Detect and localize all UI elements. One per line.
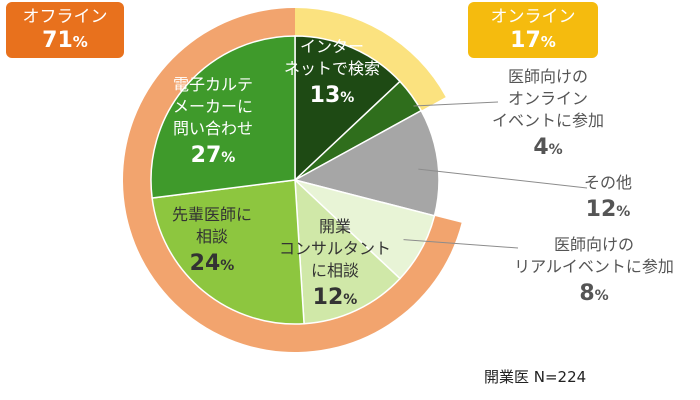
slice-value-6: 27%	[191, 143, 236, 168]
slice-label-6-line-2: 問い合わせ	[173, 119, 253, 138]
slice-label-3-line-0: 医師向けの	[554, 235, 634, 254]
slice-label-1-line-2: イベントに参加	[492, 111, 604, 130]
slice-value-3: 8%	[579, 281, 608, 306]
slice-label-3-line-1: リアルイベントに参加	[514, 257, 674, 276]
pie-slice-4	[294, 178, 402, 325]
slice-value-5: 24%	[190, 251, 235, 276]
pie-slice-6	[150, 35, 296, 199]
offline-group-label: オフライン	[22, 7, 108, 27]
slice-label-5-line-1: 相談	[196, 227, 228, 246]
offline-group-value: 71%	[42, 28, 88, 53]
slice-value-1: 4%	[533, 135, 562, 160]
slice-value-4: 12%	[313, 285, 358, 310]
slice-label-4-line-0: 開業	[319, 217, 351, 236]
slice-label-1-line-1: オンライン	[508, 89, 588, 108]
slice-label-5-line-0: 先輩医師に	[172, 205, 252, 224]
group-ring-1	[295, 8, 446, 112]
slice-label-6-line-1: メーカーに	[173, 97, 253, 116]
slice-label-4-line-1: コンサルタント	[279, 239, 391, 258]
slice-value-0: 13%	[310, 83, 355, 108]
slice-label-4-line-2: に相談	[311, 261, 359, 280]
online-group-value: 17%	[510, 28, 556, 53]
online-group-label: オンライン	[490, 7, 576, 27]
group-rings	[122, 8, 462, 352]
sample-footnote: 開業医 N=224	[484, 368, 587, 386]
leader-line-2	[418, 168, 588, 189]
online-group-badge: オンライン 17%	[468, 2, 598, 58]
slice-label-0-line-1: ネットで検索	[284, 59, 380, 78]
pie-slice-5	[151, 179, 305, 325]
slice-label-0-line-0: インター	[300, 37, 364, 56]
leader-lines	[403, 101, 588, 249]
pie-slice-0	[294, 35, 402, 182]
offline-group-badge: オフライン 71%	[6, 2, 124, 58]
pie-slice-2	[292, 109, 440, 217]
leader-line-3	[403, 239, 519, 249]
leader-line-1	[413, 101, 499, 107]
slice-label-6-line-0: 電子カルテ	[173, 75, 253, 94]
slice-value-2: 12%	[586, 197, 631, 222]
slice-label-1-line-0: 医師向けの	[508, 67, 588, 86]
slice-label-2-line-0: その他	[584, 173, 632, 192]
slice-labels: インターネットで検索13%医師向けのオンラインイベントに参加4%その他12%医師…	[172, 37, 674, 310]
pie-slices	[150, 35, 440, 325]
